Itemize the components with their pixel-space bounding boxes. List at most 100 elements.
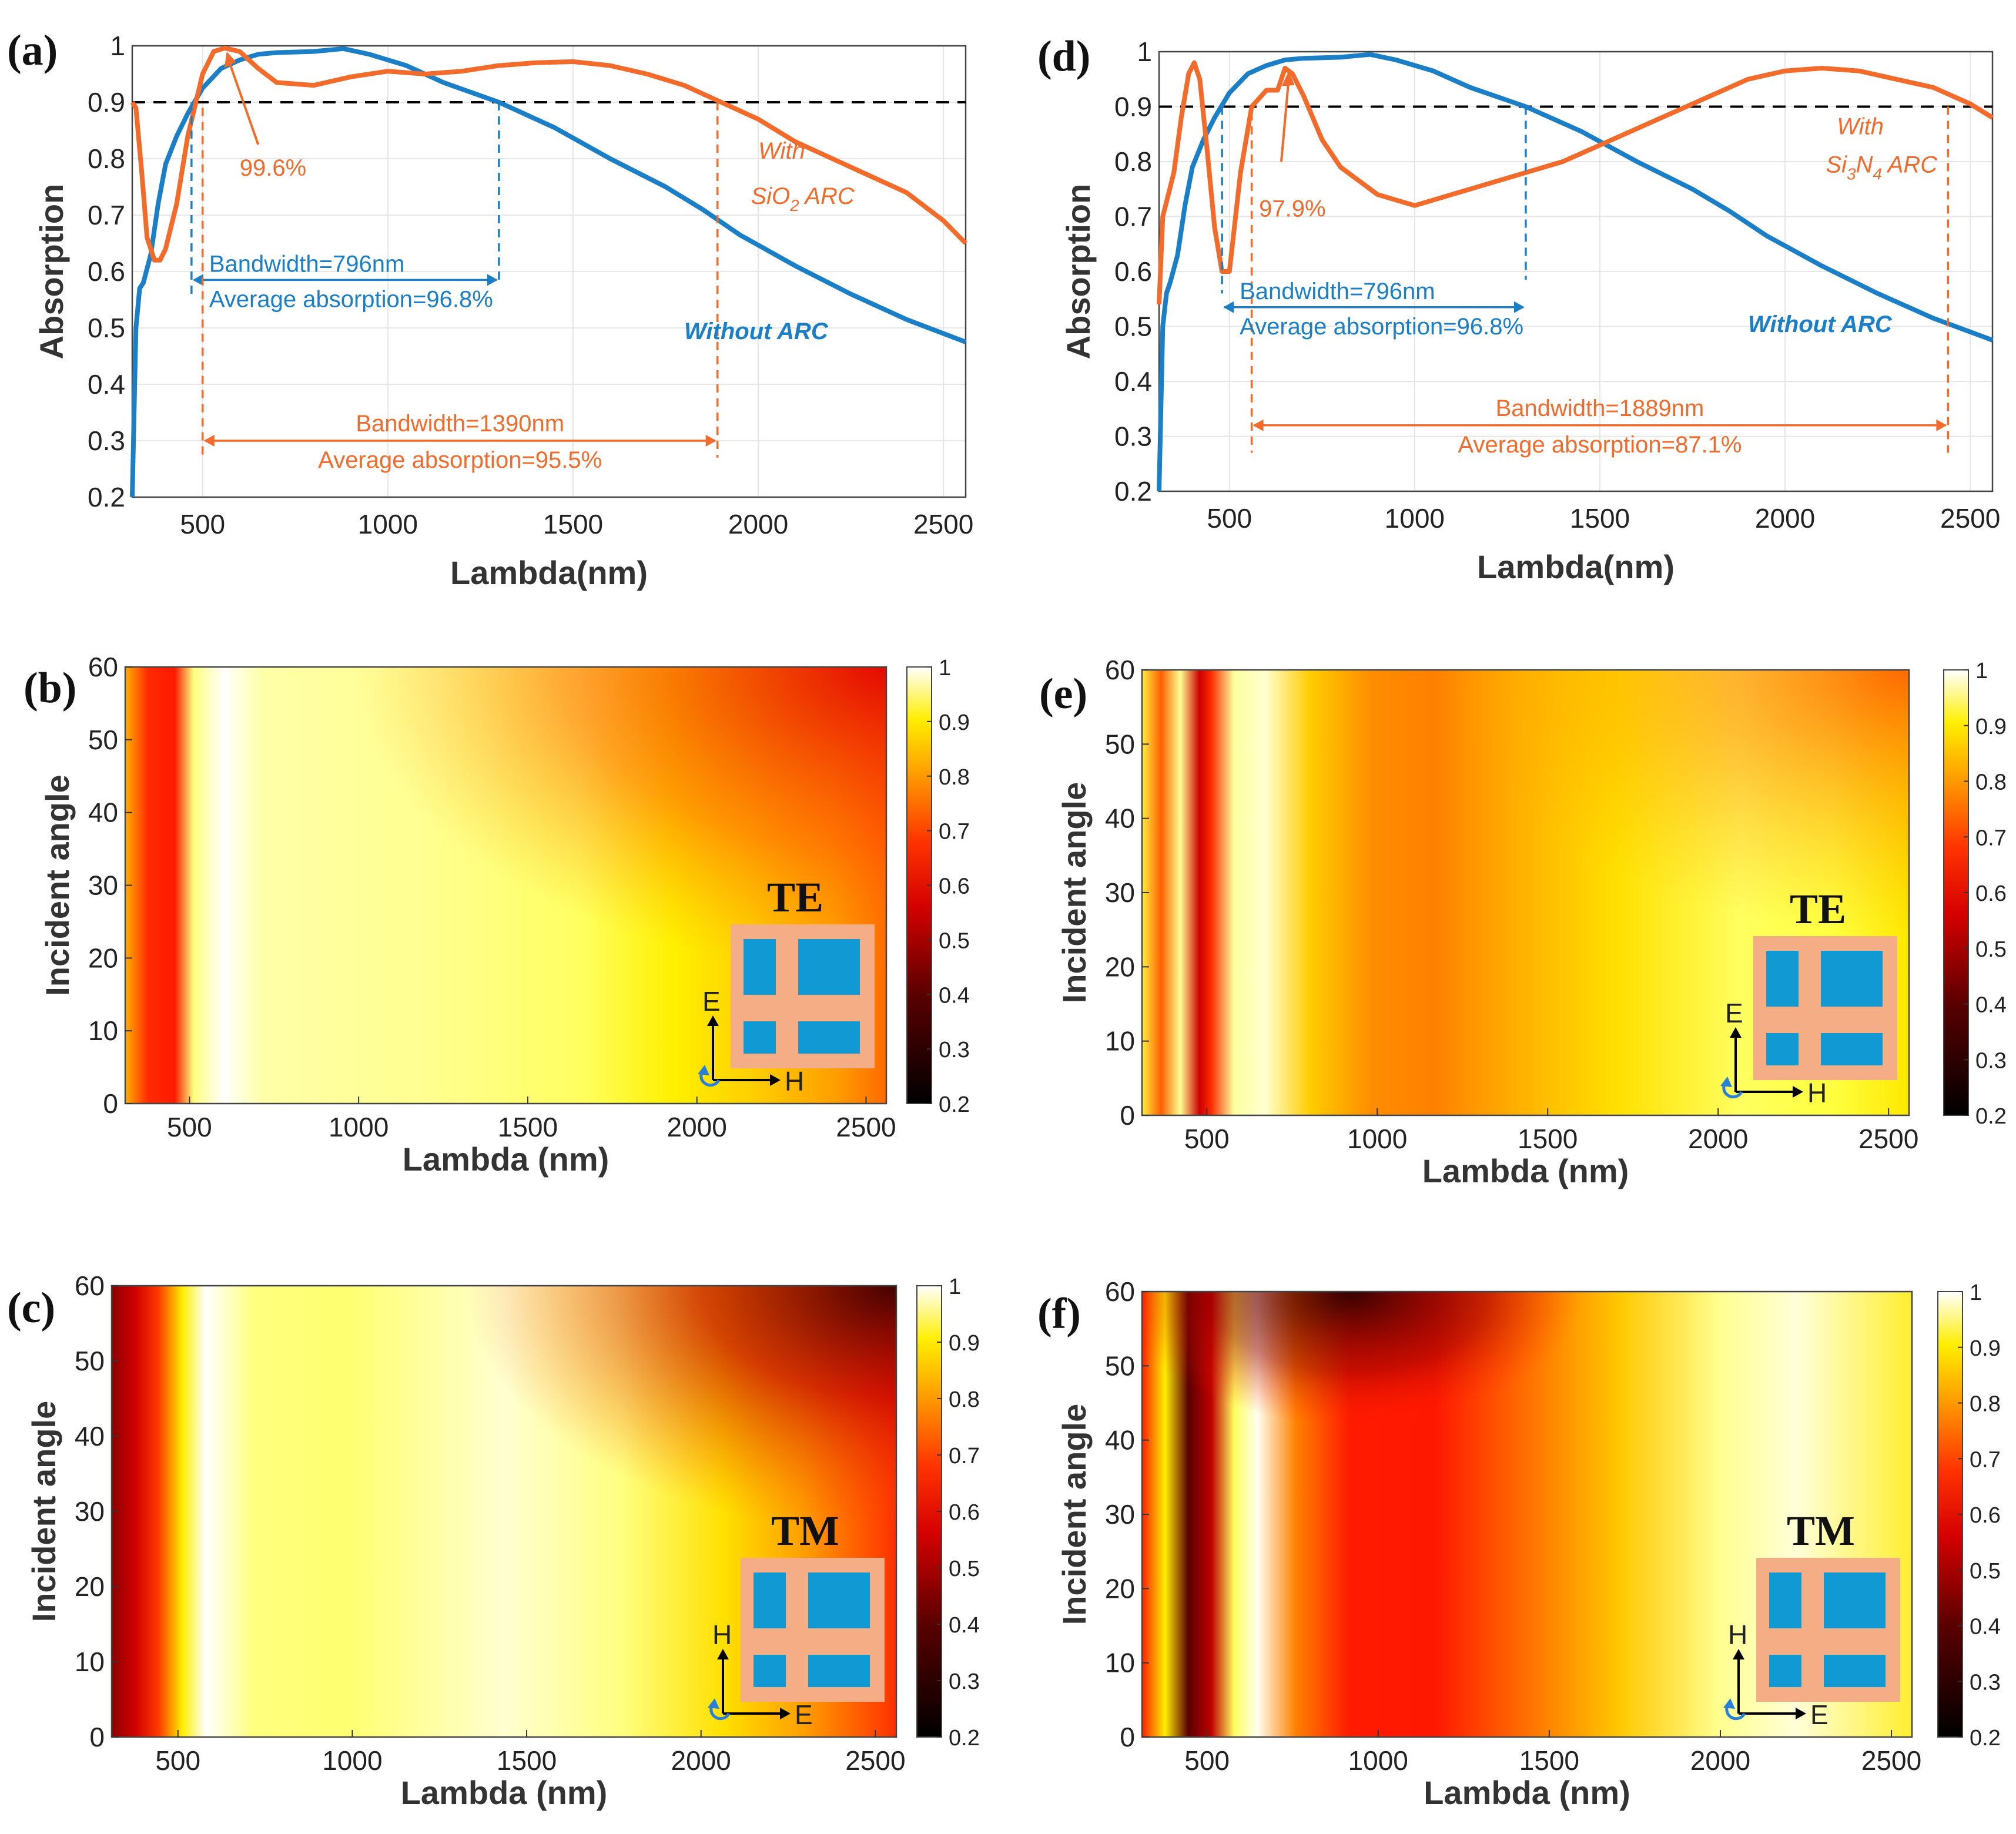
x-tick-label: 500 (155, 1745, 200, 1776)
colorbar-tick-label: 0.7 (1975, 826, 2007, 850)
colorbar-tick-label: 0.4 (1975, 993, 2007, 1018)
polarization-arrow-h (780, 1708, 791, 1719)
x-tick-label: 2500 (1940, 503, 2000, 534)
x-tick-label: 2500 (836, 1112, 896, 1142)
with-label: With (758, 138, 805, 164)
x-axis-label: Lambda(nm) (1477, 548, 1675, 585)
y-tick-label: 0.7 (1114, 202, 1152, 232)
x-tick-label: 2000 (667, 1112, 727, 1142)
y-tick-label: 10 (88, 1015, 118, 1046)
chart-c: 500 1000 1500 2000 2500 0 10 20 30 40 50 60 Lambda (… (7, 1270, 980, 1811)
without-bandwidth-text: Bandwidth=796nm (1240, 279, 1435, 304)
x-axis-label: Lambda (nm) (403, 1141, 610, 1178)
mode-label: TM (771, 1507, 839, 1554)
colorbar-tick-label: 0.3 (1975, 1048, 2007, 1073)
x-tick-label: 1000 (322, 1745, 382, 1776)
series-line-with-arc (1157, 60, 1994, 305)
y-tick-label: 0.4 (88, 369, 125, 400)
y-tick-label: 0.6 (88, 256, 125, 287)
polarization-arrow-v (1733, 1649, 1744, 1659)
colorbar-tick-label: 0.5 (949, 1557, 980, 1581)
colorbar-tick-label: 0.3 (939, 1038, 970, 1062)
chart-d: 500 1000 1500 2000 2500 0.2 0.3 0.4 0.5 0.6 0.7 0.8… (1037, 32, 2000, 585)
axis-v-label: E (702, 986, 721, 1017)
without-band-arrowhead-left (1223, 301, 1234, 313)
x-tick-label: 500 (1184, 1745, 1230, 1776)
arc-tail: ARC (1882, 152, 1938, 178)
colorbar-tick-label: 0.5 (1970, 1559, 2001, 1584)
arc-sub: 3 (1847, 165, 1856, 183)
without-avg-text: Average absorption=96.8% (209, 286, 493, 312)
x-tick-label: 2000 (1688, 1124, 1748, 1154)
unit-cell-block (1769, 1573, 1801, 1628)
colorbar-tick-label: 0.2 (939, 1092, 970, 1117)
x-tick-label: 1000 (1385, 503, 1445, 534)
chart-a: 500 1000 1500 2000 2500 0.2 0.3 0.4 0.5 0.6 0.7 0.8… (7, 26, 973, 591)
panel-label: (d) (1037, 32, 1090, 81)
peak-arrowhead (1281, 71, 1295, 86)
x-tick-label: 2500 (913, 509, 973, 539)
panel-label: (a) (7, 26, 58, 75)
panel-label: (c) (7, 1284, 55, 1332)
x-tick-label: 2000 (728, 509, 788, 539)
with-band-arrowhead-left (203, 435, 215, 447)
x-axis-label: Lambda (nm) (1422, 1152, 1629, 1189)
colorbar-tick-label: 1 (1970, 1280, 1982, 1305)
with-avg-text: Average absorption=87.1% (1458, 432, 1742, 458)
y-axis-label: Absorption (33, 184, 70, 360)
colorbar-tick-label: 0.3 (949, 1669, 980, 1694)
y-tick-label: 0 (1120, 1722, 1135, 1752)
x-tick-label: 500 (1184, 1124, 1230, 1154)
colorbar-tick-label: 0.9 (939, 710, 970, 735)
y-axis-label: Absorption (1060, 184, 1097, 360)
y-tick-label: 0.3 (88, 425, 125, 456)
unit-cell-block (1769, 1655, 1801, 1687)
colorbar-tick-label: 1 (1975, 659, 1988, 683)
y-axis-label: Incident angle (1056, 1404, 1093, 1625)
x-tick-label: 2000 (1755, 503, 1815, 534)
arc-part: Si (1826, 152, 1847, 178)
without-label: Without ARC (684, 318, 829, 344)
y-axis-label: Incident angle (25, 1401, 62, 1622)
unit-cell-block (798, 1021, 860, 1054)
colorbar-tick-label: 0.5 (1975, 937, 2007, 962)
colorbar-tick-label: 0.2 (949, 1726, 980, 1751)
rotation-arrowhead-icon (1720, 1077, 1732, 1087)
x-tick-label: 1500 (1519, 1745, 1579, 1776)
x-tick-label: 1000 (1348, 1745, 1408, 1776)
colorbar-tick-label: 0.2 (1970, 1726, 2001, 1751)
y-tick-label: 0.4 (1114, 366, 1152, 397)
x-tick-label: 2000 (1690, 1745, 1750, 1776)
polarization-arrow-v (1730, 1027, 1742, 1038)
y-tick-label: 20 (1105, 951, 1135, 982)
y-tick-label: 40 (1105, 1425, 1135, 1456)
rotation-arrowhead-icon (698, 1065, 709, 1075)
y-tick-label: 50 (88, 725, 118, 755)
colorbar-tick-label: 0.3 (1970, 1670, 2001, 1695)
with-label: With (1837, 113, 1884, 139)
colorbar-tick-label: 0.6 (949, 1500, 980, 1525)
y-tick-label: 40 (75, 1421, 105, 1451)
rotation-arrowhead-icon (708, 1698, 719, 1709)
x-axis-label: Lambda(nm) (450, 554, 648, 591)
unit-cell-block (808, 1573, 870, 1628)
x-tick-label: 500 (1207, 503, 1252, 534)
with-avg-text: Average absorption=95.5% (318, 447, 602, 473)
unit-cell-block (1766, 951, 1799, 1007)
rotation-arrowhead-icon (1723, 1698, 1735, 1709)
y-tick-label: 30 (88, 870, 118, 901)
with-bandwidth-text: Bandwidth=1889nm (1496, 395, 1704, 421)
y-tick-label: 20 (1105, 1573, 1135, 1604)
without-band-arrowhead-right (487, 274, 498, 286)
colorbar-tick-label: 0.9 (1975, 715, 2007, 739)
y-axis-label: Incident angle (39, 774, 76, 996)
with-band-arrowhead-left (1253, 419, 1264, 431)
unit-cell-block (744, 1021, 776, 1054)
chart-b: 500 1000 1500 2000 2500 0 10 20 30 40 50 60 Lambda (… (24, 652, 970, 1178)
unit-cell-block (1766, 1033, 1799, 1065)
x-tick-label: 1500 (498, 1112, 558, 1142)
chart-f: 500 1000 1500 2000 2500 0 10 20 30 40 50 60 Lambda (… (1037, 1276, 2001, 1811)
peak-value: 97.9% (1259, 196, 1325, 222)
arc-tail: ARC (799, 183, 855, 209)
y-tick-label: 30 (75, 1496, 105, 1527)
